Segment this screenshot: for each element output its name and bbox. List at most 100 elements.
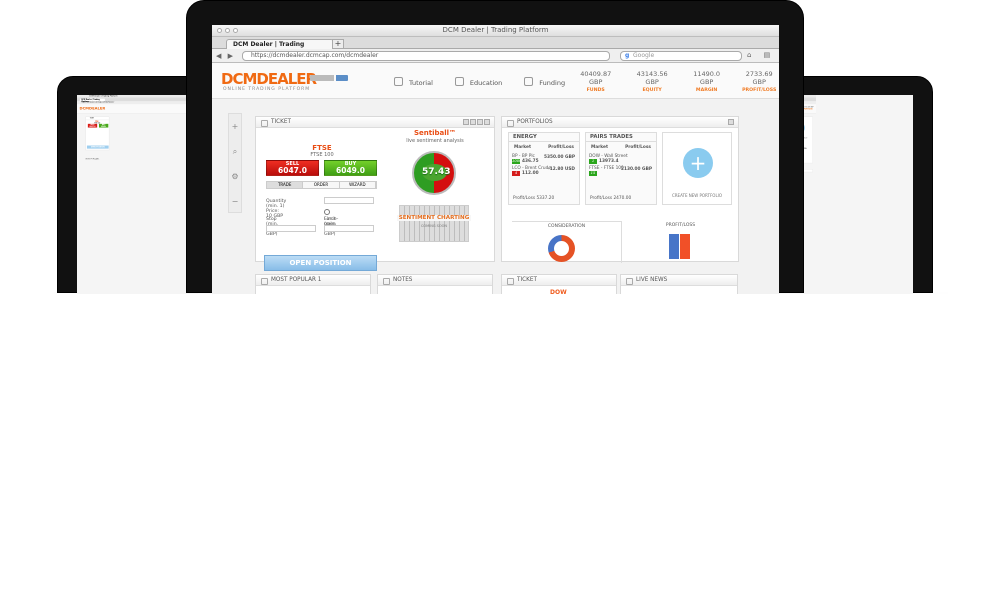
open-position-button[interactable]: OPEN POSITION [264,255,377,271]
profit-loss-blue-bar [669,234,679,259]
browser-tab[interactable]: DCM Dealer | Trading Platform [226,39,334,57]
maximize-window-icon[interactable] [233,28,238,33]
notes-title: NOTES [378,275,492,286]
order-tab[interactable]: ORDER [303,182,340,188]
energy-columns: Market Profit/Loss [509,142,579,153]
coming-soon-label: COMING SOON [420,224,448,228]
panel-control-icon[interactable] [484,119,490,125]
bp-profit-loss: 5350.00 GBP [543,155,575,160]
panel-control-icon[interactable] [728,119,734,125]
create-portfolio-label: CREATE NEW PORTFOLIO [671,193,722,198]
sell-button[interactable]: SELL 6047.0 [266,160,319,176]
dow-price: 13973.4 [599,159,619,164]
right-mini-live-news: LIVE NEWS [804,169,813,173]
panel-control-icon[interactable] [463,119,469,125]
close-window-icon[interactable] [217,28,222,33]
ticket-panel-controls[interactable] [463,119,490,125]
left-mini-app: DCM Dealer | Trading Platform DCM Dealer… [77,95,198,256]
quantity-input[interactable] [324,197,374,204]
left-mini-logo: DCMDEALER [79,106,106,111]
left-mini-tab-bar: DCM Dealer | Trading Platform [77,98,198,102]
sentiball-gauge: 57.43 [412,151,456,195]
minimize-window-icon[interactable] [225,28,230,33]
left-mini-instrument: FTSE [94,120,99,123]
minus-icon[interactable]: − [231,197,239,206]
right-mini-create-label: CREATE NEW PORTFOLIO [804,137,808,140]
energy-position-brent[interactable]: LCO - Brent Crude 4 112.00 -12.80 USD [509,165,579,177]
sentiment-charting-label: SENTIMENT CHARTING [397,215,471,221]
logo-subtitle: ONLINE TRADING PLATFORM [223,87,311,92]
google-search-input[interactable]: Google [620,51,742,61]
brent-quantity-badge: 4 [512,171,520,176]
equity-value: 43143.56 GBP [636,70,668,86]
energy-position-bp[interactable]: BP - BP Plc 1000436.75 5350.00 GBP [509,153,579,165]
pairs-position-ftse[interactable]: FTSE - FTSE 100 15 2130.00 GBP [586,165,656,177]
buy-button[interactable]: BUY 6049.0 [324,160,377,176]
consideration-donut [548,235,575,262]
portfolios-title: PORTFOLIOS [502,117,738,128]
trade-tab[interactable]: TRADE [267,182,304,188]
right-mini-plus-icon[interactable]: + [804,121,805,134]
limit-input[interactable] [324,225,374,232]
force-open-radio[interactable]: Force-open [324,209,338,227]
quantity-label: Quantity (min. 1) Price: 10 GBP [266,199,286,219]
left-mini-subtitle: FTSE 100 [94,122,101,124]
url-input[interactable]: https://dcmdealer.dcmcap.com/dcmdealer [242,51,610,61]
left-mini-tab[interactable]: DCM Dealer | Trading Platform [80,98,105,102]
stop-input[interactable] [266,225,316,232]
bp-quantity-badge: 1000 [512,159,522,164]
left-mini-buy-value: 6049. [101,125,107,128]
buy-price: 6049.0 [336,166,365,175]
equity-metric: 43143.56 GBP EQUITY [630,70,673,93]
left-mini-open-position-button[interactable]: OPEN POSITION [86,145,109,149]
margin-metric: 11490.0 GBP MARGIN [687,70,727,93]
dcm-dealer-logo: DCMDEALER [221,70,317,88]
left-mini-url-bar[interactable]: https://dcmdealer.dcmcap.com/dcmdealer [77,101,198,105]
equity-label: EQUITY [642,88,662,93]
right-mini-url-bar[interactable] [804,101,816,105]
browser-action-icons[interactable]: ⌂ ▤ [747,51,776,59]
education-link[interactable]: Education [455,77,502,87]
pairs-profit-loss-total: Profit/Loss 2470.00 [590,196,632,201]
gear-icon[interactable]: ⚙ [231,172,239,181]
tutorial-link[interactable]: Tutorial [394,77,433,87]
ftse-profit-loss: 2130.00 GBP [620,167,652,172]
wizard-tab[interactable]: WIZARD [339,182,376,188]
add-icon[interactable]: + [231,122,239,131]
portfolio-panel-controls[interactable] [728,119,734,125]
ftse-quantity-badge: 15 [589,171,597,176]
create-portfolio-card[interactable]: + CREATE NEW PORTFOLIO [662,132,732,205]
funding-link[interactable]: Funding [524,77,565,87]
plus-icon[interactable]: + [683,148,713,178]
market-header: Market [514,145,532,150]
pairs-position-dow[interactable]: DOW - Wall Street 1 13973.4 [586,153,656,165]
pairs-title: PAIRS TRADES [586,133,656,142]
panel-control-icon[interactable] [477,119,483,125]
search-icon[interactable]: ⌕ [232,146,238,156]
sentiment-score: 57.43 [422,164,450,181]
browser-nav-icons[interactable]: ◀ ▶ [216,52,235,60]
margin-label: MARGIN [695,88,718,93]
profit-loss-metric: 2733.69 GBP PROFIT/LOSS [739,70,779,93]
energy-title: ENERGY [509,133,579,142]
left-mini-window-title: DCM Dealer | Trading Platform [89,95,118,98]
energy-portfolio-card: ENERGY Market Profit/Loss BP - BP Plc 1000… [508,132,580,205]
price-text: Price: 10 GBP [266,209,284,219]
left-mini-sell-button[interactable]: SELL 6047.0 [87,123,98,128]
ticket-mode-tabs: TRADE ORDER WIZARD [266,181,377,189]
funds-value: 40409.87 GBP [580,70,612,86]
new-tab-button[interactable]: + [332,39,344,49]
panel-control-icon[interactable] [470,119,476,125]
left-mini-ticket-title: TICKET [85,117,109,121]
ftse-position-name: FTSE - FTSE 100 [589,166,624,171]
lower-ticket-panel: TICKET [501,274,617,294]
dow-instrument-label: DOW [550,289,567,294]
funds-label: FUNDS [586,88,605,93]
left-mini-buy-button[interactable]: BUY 6049. [99,123,109,128]
consideration-title: CONSIDERATION [547,224,586,229]
instrument-name: FTSE [312,144,332,152]
top-navigation: Tutorial Education Funding [394,77,565,87]
live-news-title: LIVE NEWS [621,275,737,286]
funds-metric: 40409.87 GBP FUNDS [574,70,617,93]
